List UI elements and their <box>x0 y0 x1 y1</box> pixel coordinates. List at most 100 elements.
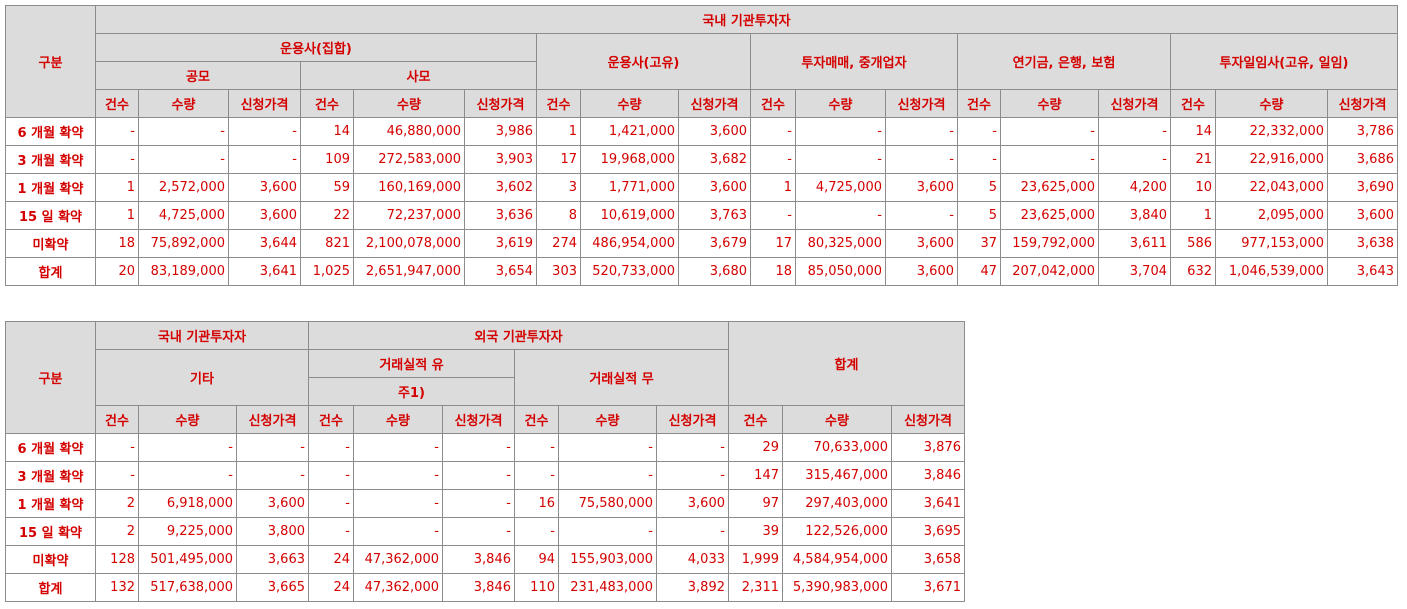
cell: 3,643 <box>1327 257 1398 286</box>
row: 6 개월 확약 - - - - - - - - -29 70,633,000 3,876 <box>5 433 965 462</box>
cell: 5 <box>957 201 1001 230</box>
cell: 3,641 <box>228 257 301 286</box>
cell: 47 <box>957 257 1001 286</box>
cell: 517,638,000 <box>138 573 237 602</box>
cell: - <box>138 461 237 490</box>
cell: 1,025 <box>300 257 354 286</box>
cell: 19,968,000 <box>580 145 679 174</box>
cell: - <box>95 145 139 174</box>
cell: 303 <box>536 257 581 286</box>
cell: 501,495,000 <box>138 545 237 574</box>
header-cell: 운용사(고유) <box>536 33 751 90</box>
cell: - <box>442 461 515 490</box>
row-label: 합계 <box>5 573 96 602</box>
cell: 24 <box>308 573 354 602</box>
row-label: 미확약 <box>5 229 96 258</box>
cell: 22,916,000 <box>1215 145 1328 174</box>
header-cell: 주1) <box>308 377 515 406</box>
column-header: 건수 <box>95 89 139 118</box>
cell: 3,663 <box>236 545 309 574</box>
cell: - <box>308 517 354 546</box>
cell: 2,095,000 <box>1215 201 1328 230</box>
header-cell: 외국 기관투자자 <box>308 321 729 350</box>
cell: 24 <box>308 545 354 574</box>
column-row: 건수 수량 신청가격 건수 수량 신청가격 건수 수량 신청가격 건수 수량 신청가격 건수 수량 신청가격… <box>6 89 1398 118</box>
cell: - <box>558 517 657 546</box>
column-header: 수량 <box>558 405 657 434</box>
cell: 122,526,000 <box>782 517 892 546</box>
cell: 75,892,000 <box>138 229 229 258</box>
cell: - <box>236 461 309 490</box>
cell: 3,600 <box>885 229 958 258</box>
cell: - <box>138 117 229 146</box>
cell: 3,704 <box>1098 257 1171 286</box>
cell: - <box>885 145 958 174</box>
cell: 3,686 <box>1327 145 1398 174</box>
cell: - <box>885 117 958 146</box>
cell: 3,786 <box>1327 117 1398 146</box>
row: 미확약 18 75,892,000 3,644 821 2,100,078,000 3,61… <box>5 229 1398 258</box>
cell: 3,600 <box>885 257 958 286</box>
cell: 1 <box>95 201 139 230</box>
column-header: 수량 <box>782 405 892 434</box>
row: 1 개월 확약 1 2,572,000 3,600 59 160,169,000 3,602… <box>5 173 1398 202</box>
header-cell: 공모 <box>95 61 301 90</box>
cell: 109 <box>300 145 354 174</box>
table: 구분 국내 기관투자자 운용사(집합) 운용사(고유) 투자매매, 중개업자 연기금, … <box>5 5 1398 286</box>
column-header: 신청가격 <box>464 89 537 118</box>
column-header: 건수 <box>750 89 796 118</box>
cell: 4,584,954,000 <box>782 545 892 574</box>
column-header: 건수 <box>95 405 139 434</box>
cell: - <box>442 489 515 518</box>
cell: 75,580,000 <box>558 489 657 518</box>
cell: 22,043,000 <box>1215 173 1328 202</box>
cell: - <box>353 433 443 462</box>
cell: 14 <box>1170 117 1216 146</box>
cell: - <box>957 117 1001 146</box>
cell: - <box>514 461 559 490</box>
cell: 3 <box>536 173 581 202</box>
column-header: 수량 <box>795 89 886 118</box>
row: 15 일 확약 2 9,225,000 3,800- - - - - -39 122,526,00… <box>5 517 965 546</box>
cell: 1,999 <box>728 545 783 574</box>
header-cell: 거래실적 무 <box>514 349 729 406</box>
cell: 18 <box>750 257 796 286</box>
row-label: 15 일 확약 <box>5 201 96 230</box>
cell: 3,671 <box>891 573 965 602</box>
column-header: 건수 <box>957 89 1001 118</box>
cell: 3,690 <box>1327 173 1398 202</box>
row: 미확약 128 501,495,000 3,663 24 47,362,000 3,846 9… <box>5 545 965 574</box>
row: 6 개월 확약 - - -14 46,880,000 3,986 1 1,421,000 3,6… <box>5 117 1398 146</box>
cell: 37 <box>957 229 1001 258</box>
cell: 586 <box>1170 229 1216 258</box>
cell: 977,153,000 <box>1215 229 1328 258</box>
cell: 39 <box>728 517 783 546</box>
cell: - <box>353 517 443 546</box>
column-header: 신청가격 <box>442 405 515 434</box>
cell: 14 <box>300 117 354 146</box>
cell: 3,876 <box>891 433 965 462</box>
cell: - <box>514 517 559 546</box>
cell: 1,771,000 <box>580 173 679 202</box>
column-header: 수량 <box>353 405 443 434</box>
row-label: 6 개월 확약 <box>5 117 96 146</box>
cell: 1 <box>95 173 139 202</box>
cell: - <box>228 117 301 146</box>
cell: 22 <box>300 201 354 230</box>
cell: - <box>750 145 796 174</box>
cell: 4,200 <box>1098 173 1171 202</box>
cell: 3,846 <box>891 461 965 490</box>
cell: 3,840 <box>1098 201 1171 230</box>
column-header: 신청가격 <box>1098 89 1171 118</box>
header-cell: 운용사(집합) <box>95 33 537 62</box>
row: 합계 20 83,189,000 3,641 1,025 2,651,947,000 3,6… <box>5 257 1398 286</box>
cell: - <box>750 117 796 146</box>
column-header: 수량 <box>353 89 465 118</box>
cell: 3,665 <box>236 573 309 602</box>
column-header: 건수 <box>728 405 783 434</box>
cell: 22,332,000 <box>1215 117 1328 146</box>
cell: 3,600 <box>1327 201 1398 230</box>
cell: 17 <box>536 145 581 174</box>
cell: 3,602 <box>464 173 537 202</box>
